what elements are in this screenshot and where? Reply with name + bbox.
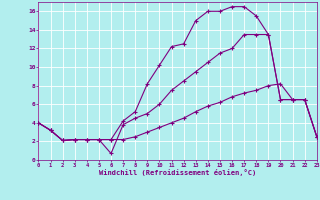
X-axis label: Windchill (Refroidissement éolien,°C): Windchill (Refroidissement éolien,°C): [99, 169, 256, 176]
